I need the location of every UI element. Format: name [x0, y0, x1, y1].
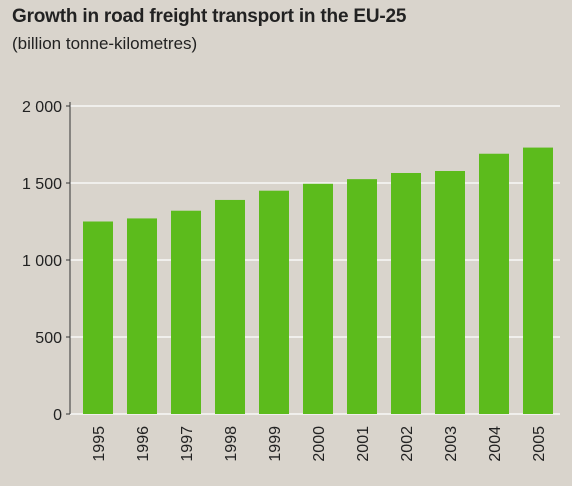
y-tick-label: 2 000	[22, 99, 62, 116]
bar-2005	[523, 147, 553, 414]
x-axis-ticks: 1995 1996 1997 1998 1999 2000 2001 2002 2003 2004…	[91, 426, 548, 462]
bar-1996	[127, 218, 157, 414]
y-tick-label: 0	[53, 407, 62, 424]
chart-subtitle: (billion tonne-kilometres)	[12, 34, 198, 53]
bar-2000	[303, 183, 333, 414]
x-tick-label: 2005	[531, 426, 548, 462]
x-tick-label: 1997	[179, 426, 196, 462]
y-tick-label: 1 500	[22, 176, 62, 193]
x-tick-label: 2001	[355, 426, 372, 462]
x-tick-label: 2000	[311, 426, 328, 462]
bar-1998	[215, 199, 245, 414]
bar-1995	[83, 221, 113, 414]
x-tick-label: 1995	[91, 426, 108, 462]
x-tick-label: 2004	[487, 426, 504, 462]
bar-2001	[347, 179, 377, 414]
bars	[83, 147, 553, 415]
x-tick-label: 1999	[267, 426, 284, 462]
bar-2003	[435, 170, 465, 414]
bar-2002	[391, 172, 421, 414]
bar-2004	[479, 153, 509, 415]
bar-1997	[171, 210, 201, 414]
chart-title: Growth in road freight transport in the …	[12, 6, 407, 27]
x-tick-label: 2003	[443, 426, 460, 462]
y-tick-label: 1 000	[22, 253, 62, 270]
y-tick-label: 500	[35, 330, 62, 347]
x-tick-label: 2002	[399, 426, 416, 462]
x-tick-label: 1998	[223, 426, 240, 462]
x-tick-label: 1996	[135, 426, 152, 462]
y-axis-ticks: 0 500 1 000 1 500 2 000	[22, 99, 70, 424]
bar-1999	[259, 190, 289, 414]
